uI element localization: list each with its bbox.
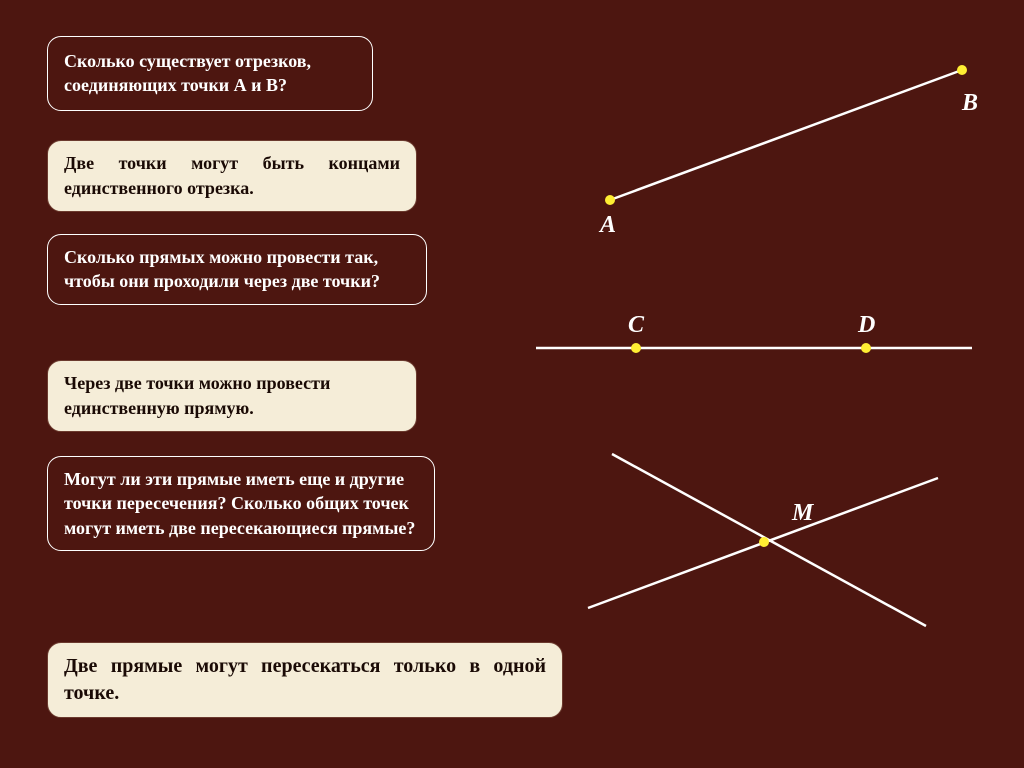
label-m: M [792, 500, 813, 527]
point-m [759, 537, 769, 547]
cross-line-2 [612, 454, 926, 626]
intersecting-lines-diagram [0, 0, 1024, 700]
